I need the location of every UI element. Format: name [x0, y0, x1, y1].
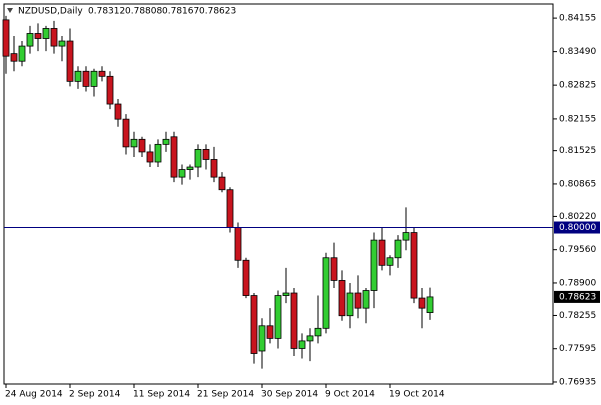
- y-tick-label: 0.77595: [559, 344, 596, 354]
- header-value: 0.78623: [199, 7, 236, 17]
- y-tick-label: 0.78900: [559, 278, 596, 288]
- y-tick-label: 0.83490: [559, 47, 596, 57]
- candle-body: [114, 103, 122, 120]
- candle-body: [426, 296, 434, 313]
- candle-body: [410, 232, 418, 299]
- x-tick-label: 19 Oct 2014: [389, 390, 445, 400]
- y-tick-label: 0.82825: [559, 81, 596, 91]
- candle-body: [226, 189, 234, 228]
- y-tick-label: 0.80220: [559, 212, 596, 222]
- candle-body: [378, 239, 386, 266]
- candle-body: [10, 53, 18, 62]
- chart-title: NZDUSD,Daily: [18, 7, 83, 17]
- x-tick-label: 9 Oct 2014: [325, 390, 375, 400]
- x-tick-label: 2 Sep 2014: [69, 390, 121, 400]
- x-tick-label: 21 Sep 2014: [197, 390, 254, 400]
- candle-body: [154, 143, 162, 163]
- candle-body: [402, 232, 410, 241]
- candle-body: [58, 40, 66, 47]
- candle-body: [34, 33, 42, 39]
- candle-body: [354, 292, 362, 309]
- level-label: 0.80000: [559, 223, 596, 233]
- price-tag: 0.78623: [559, 292, 596, 302]
- y-tick-label: 0.79560: [559, 245, 596, 255]
- candle-body: [418, 297, 426, 309]
- candle-body: [298, 340, 306, 349]
- header-value: 0.78167: [162, 7, 199, 17]
- candle-body: [82, 70, 90, 87]
- candle-body: [394, 239, 402, 259]
- candle-body: [266, 325, 274, 339]
- candle-body: [146, 151, 154, 163]
- candle-body: [274, 295, 282, 339]
- candle-body: [18, 45, 26, 62]
- candle-body: [386, 257, 394, 266]
- candle-body: [218, 176, 226, 191]
- candle-body: [306, 335, 314, 342]
- candle-body: [66, 40, 74, 82]
- candle-body: [74, 70, 82, 82]
- candle-body: [250, 295, 258, 354]
- candle-body: [202, 148, 210, 160]
- candle-body: [234, 227, 242, 261]
- candle-body: [42, 28, 50, 39]
- candle-body: [90, 70, 98, 87]
- candle-body: [98, 70, 106, 77]
- candle-body: [138, 138, 146, 153]
- candle-body: [338, 280, 346, 317]
- candle-body: [106, 75, 114, 105]
- y-tick-label: 0.78255: [559, 311, 596, 321]
- candle-body: [210, 159, 218, 178]
- candle-body: [170, 136, 178, 178]
- candle-body: [162, 138, 170, 145]
- y-tick-label: 0.81525: [559, 146, 596, 156]
- x-tick-label: 30 Sep 2014: [261, 390, 318, 400]
- price-tag-box: [554, 290, 600, 303]
- x-tick-label: 11 Sep 2014: [133, 390, 190, 400]
- candle-body: [178, 169, 186, 178]
- candle-body: [2, 19, 10, 57]
- symbol-icon: [7, 8, 13, 13]
- candle-body: [26, 33, 34, 47]
- candle-body: [194, 148, 202, 168]
- candle-body: [330, 257, 338, 281]
- level-label-box: [554, 221, 600, 234]
- y-tick-label: 0.82155: [559, 114, 596, 124]
- candle-body: [130, 138, 138, 148]
- candle-body: [50, 28, 58, 47]
- header-value: 0.78808: [125, 7, 162, 17]
- header-value: 0.78312: [88, 7, 125, 17]
- candle-body: [122, 118, 130, 148]
- y-tick-label: 0.84155: [559, 14, 596, 24]
- candle-body: [362, 290, 370, 309]
- candle-body: [370, 239, 378, 291]
- candle-body: [314, 327, 322, 337]
- candle-body: [290, 292, 298, 349]
- candle-body: [186, 166, 194, 170]
- y-tick-label: 0.76935: [559, 377, 596, 387]
- y-tick-label: 0.80865: [559, 179, 596, 189]
- candle-body: [322, 257, 330, 329]
- candle-body: [346, 292, 354, 317]
- candle-body: [282, 292, 290, 296]
- candle-body: [258, 325, 266, 352]
- x-tick-label: 24 Aug 2014: [5, 390, 63, 400]
- candle-body: [242, 259, 250, 296]
